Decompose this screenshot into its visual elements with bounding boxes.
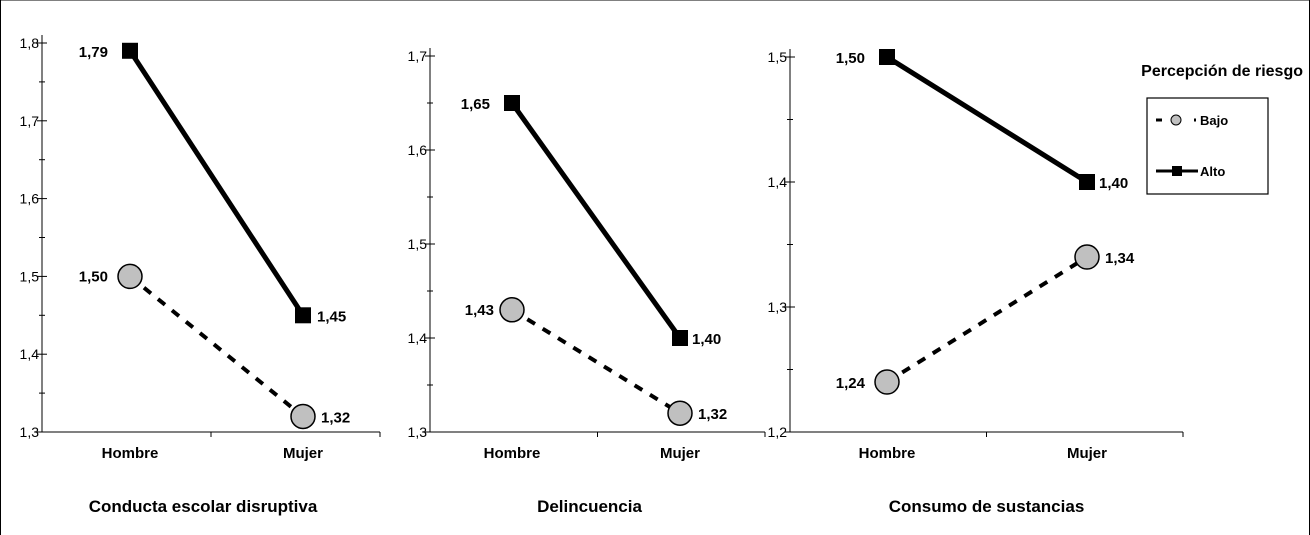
panel-title: Delincuencia <box>537 497 642 516</box>
data-label: 1,34 <box>1105 250 1135 267</box>
y-tick-label: 1,5 <box>20 268 40 284</box>
y-tick-label: 1,2 <box>768 424 788 440</box>
panel-title: Consumo de sustancias <box>889 497 1085 516</box>
data-label: 1,45 <box>317 308 346 325</box>
y-tick-label: 1,4 <box>768 174 788 190</box>
y-tick-label: 1,6 <box>20 191 40 207</box>
y-tick-label: 1,7 <box>408 48 428 64</box>
x-tick-label: Mujer <box>660 445 700 462</box>
y-tick-label: 1,6 <box>408 142 428 158</box>
point-bajo <box>290 403 316 430</box>
point-alto <box>879 49 895 65</box>
panel-title: Conducta escolar disruptiva <box>89 497 318 516</box>
point-bajo <box>1074 244 1100 270</box>
y-tick-label: 1,8 <box>20 35 40 51</box>
legend-label-bajo: Bajo <box>1200 113 1228 128</box>
point-alto <box>1079 174 1095 190</box>
y-tick-label: 1,3 <box>768 299 788 315</box>
chart-panel-1: 1,3 1,4 1,5 1,6 1,7 1,8 Hombre Mujer 1,50 1,32 1,7… <box>20 35 381 516</box>
data-label: 1,43 <box>465 302 494 319</box>
data-label: 1,79 <box>79 44 108 61</box>
data-label: 1,40 <box>692 331 721 348</box>
point-bajo <box>499 297 525 323</box>
data-label: 1,24 <box>836 375 866 392</box>
legend-box <box>1146 97 1269 195</box>
series-line-alto <box>509 101 683 340</box>
series-line-bajo <box>128 274 305 418</box>
x-tick-label: Hombre <box>859 445 916 462</box>
y-tick-label: 1,7 <box>20 113 40 129</box>
series-line-alto <box>127 49 306 317</box>
x-tick-label: Mujer <box>1067 445 1107 462</box>
x-tick-label: Hombre <box>102 445 159 462</box>
data-label: 1,40 <box>1099 175 1128 192</box>
legend-label-alto: Alto <box>1200 164 1225 179</box>
y-tick-label: 1,4 <box>408 330 428 346</box>
legend: Percepción de riesgo Bajo Alto <box>1141 63 1303 195</box>
y-tick-label: 1,3 <box>408 424 428 440</box>
data-label: 1,32 <box>698 406 727 423</box>
chart-panel-2: 1,3 1,4 1,5 1,6 1,7 Hombre Mujer 1,43 1,32 1,65 1,… <box>408 48 766 516</box>
data-label: 1,50 <box>79 268 108 285</box>
legend-title: Percepción de riesgo <box>1141 63 1303 80</box>
legend-marker-alto <box>1172 166 1182 176</box>
series-line-bajo <box>510 308 682 415</box>
y-tick-label: 1,3 <box>20 424 40 440</box>
point-alto <box>672 330 688 346</box>
y-tick-label: 1,4 <box>20 346 40 362</box>
legend-marker-bajo <box>1170 114 1182 126</box>
point-alto <box>295 307 311 324</box>
point-alto <box>122 42 138 59</box>
y-tick-label: 1,5 <box>768 49 788 65</box>
point-bajo <box>117 263 143 290</box>
chart-panel-3: 1,2 1,3 1,4 1,5 Hombre Mujer 1,24 1,34 1,50 1,40 C… <box>768 49 1184 516</box>
x-tick-label: Mujer <box>283 445 323 462</box>
series-line-alto <box>885 54 1089 185</box>
x-tick-label: Hombre <box>484 445 541 462</box>
data-label: 1,32 <box>321 409 350 426</box>
series-line-bajo <box>885 255 1089 384</box>
legend-items: Bajo Alto <box>1156 113 1228 179</box>
point-bajo <box>667 400 693 426</box>
point-bajo <box>874 369 900 395</box>
data-label: 1,50 <box>836 50 865 67</box>
point-alto <box>504 95 520 111</box>
y-tick-label: 1,5 <box>408 236 428 252</box>
data-label: 1,65 <box>461 96 490 113</box>
